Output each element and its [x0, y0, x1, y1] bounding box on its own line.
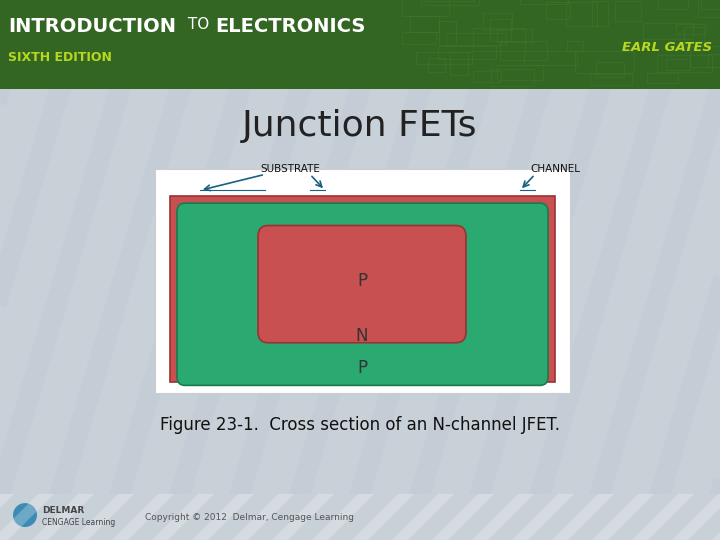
Bar — [439, 22, 456, 45]
Bar — [566, 2, 598, 26]
Text: CHANNEL: CHANNEL — [530, 164, 580, 174]
Text: Junction FETs: Junction FETs — [242, 110, 478, 144]
Bar — [446, 33, 505, 45]
Bar — [402, 32, 436, 44]
Bar — [473, 71, 501, 82]
Bar — [647, 72, 678, 83]
Bar — [590, 74, 632, 85]
Bar — [698, 0, 720, 17]
FancyBboxPatch shape — [177, 203, 548, 386]
Bar — [567, 41, 583, 51]
Bar — [684, 27, 704, 47]
Text: CENGAGE Learning: CENGAGE Learning — [42, 517, 115, 526]
Text: Copyright © 2012  Delmar, Cengage Learning: Copyright © 2012 Delmar, Cengage Learnin… — [145, 512, 354, 522]
Bar — [170, 195, 555, 382]
Bar — [575, 51, 634, 72]
Bar — [491, 69, 534, 86]
Bar — [498, 65, 544, 80]
Bar — [483, 13, 512, 30]
Bar — [524, 51, 577, 65]
Circle shape — [13, 503, 37, 527]
Bar — [644, 23, 693, 39]
Bar — [410, 16, 439, 32]
Text: INTRODUCTION: INTRODUCTION — [8, 17, 176, 36]
Text: P: P — [357, 272, 367, 290]
Bar — [498, 29, 532, 42]
Bar — [500, 41, 547, 60]
Bar — [420, 0, 480, 4]
Bar — [615, 1, 641, 21]
Text: Figure 23-1.  Cross section of an N-channel JFET.: Figure 23-1. Cross section of an N-chann… — [160, 416, 560, 434]
Text: SUBSTRATE: SUBSTRATE — [260, 164, 320, 174]
Bar — [438, 45, 496, 59]
Bar — [490, 19, 511, 40]
Bar — [667, 59, 690, 70]
FancyBboxPatch shape — [258, 226, 466, 343]
Bar — [473, 29, 525, 51]
Bar — [428, 58, 446, 72]
Bar — [155, 169, 570, 393]
Text: TO: TO — [183, 17, 214, 32]
Text: DELMAR: DELMAR — [42, 505, 84, 515]
Bar — [676, 24, 706, 33]
Text: ELECTRONICS: ELECTRONICS — [215, 17, 365, 36]
Bar — [424, 0, 474, 1]
Bar — [520, 0, 568, 4]
Bar — [593, 2, 608, 26]
Bar — [657, 55, 712, 72]
Bar — [402, 0, 449, 16]
Bar — [701, 0, 720, 9]
Text: SIXTH EDITION: SIXTH EDITION — [8, 51, 112, 64]
Text: N: N — [356, 327, 368, 346]
Text: EARL GATES: EARL GATES — [622, 41, 712, 54]
Bar — [690, 46, 720, 67]
Bar — [658, 0, 688, 9]
Bar — [708, 53, 720, 66]
Bar — [416, 52, 472, 64]
Text: P: P — [357, 359, 367, 377]
Bar — [450, 52, 467, 75]
Bar — [595, 63, 624, 77]
Bar — [546, 2, 570, 19]
